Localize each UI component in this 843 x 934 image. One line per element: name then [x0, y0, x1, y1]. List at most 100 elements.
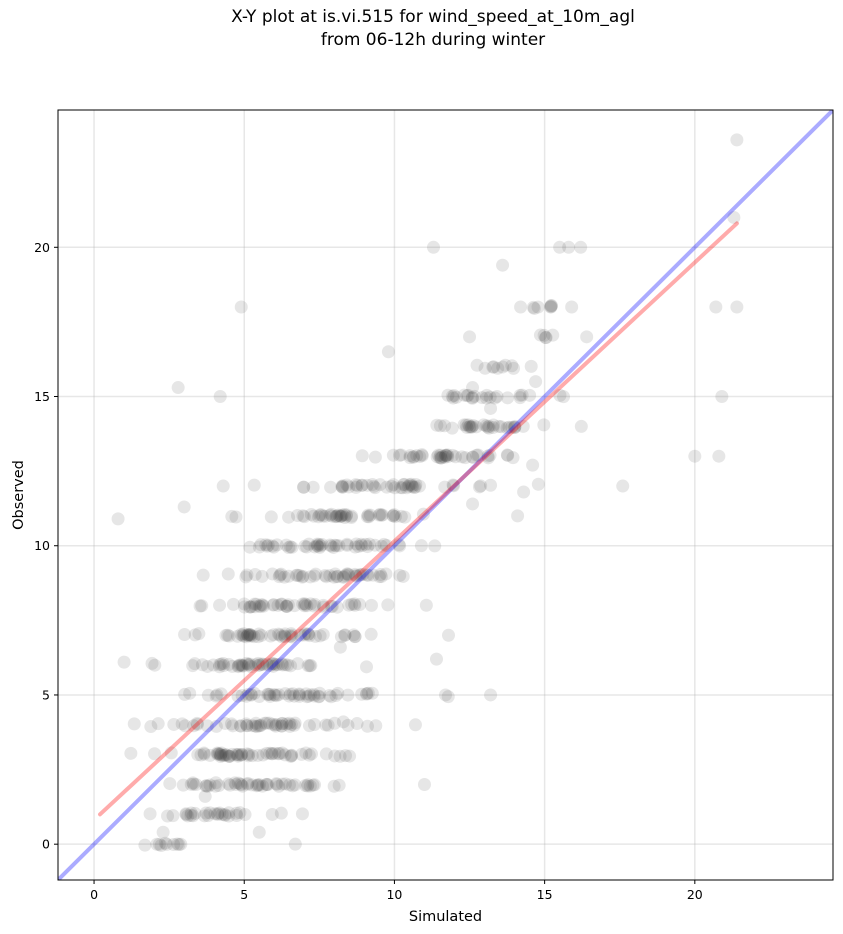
data-point: [500, 421, 514, 435]
data-point: [373, 478, 387, 492]
data-point: [324, 507, 338, 521]
data-point: [278, 777, 292, 791]
data-point: [280, 600, 294, 614]
data-point: [269, 658, 283, 672]
data-point: [210, 688, 224, 702]
data-point: [505, 420, 519, 434]
data-point: [256, 748, 270, 762]
data-point: [283, 687, 297, 701]
data-point: [248, 567, 262, 581]
data-point: [441, 690, 455, 704]
data-point: [269, 719, 283, 733]
x-axis-label: Simulated: [409, 909, 482, 925]
data-point: [430, 450, 444, 464]
data-point: [233, 719, 247, 733]
data-point: [363, 508, 377, 522]
data-point: [360, 478, 374, 492]
data-point: [272, 779, 286, 793]
data-point: [496, 258, 510, 272]
data-point: [347, 597, 361, 611]
data-point: [340, 567, 354, 581]
data-point: [484, 401, 498, 415]
data-point: [355, 449, 369, 463]
data-point: [336, 480, 350, 494]
data-point: [501, 448, 515, 462]
data-point: [343, 749, 357, 763]
data-point: [237, 597, 251, 611]
data-point: [188, 657, 202, 671]
data-point: [291, 568, 305, 582]
data-point: [360, 660, 374, 674]
data-point: [341, 567, 355, 581]
data-point: [355, 687, 369, 701]
data-point: [242, 747, 256, 761]
data-point: [261, 538, 275, 552]
data-point: [341, 688, 355, 702]
data-point: [235, 658, 249, 672]
data-point: [332, 778, 346, 792]
data-point: [315, 538, 329, 552]
data-point: [353, 568, 367, 582]
data-point: [447, 479, 461, 493]
data-point: [463, 420, 477, 434]
data-point: [337, 508, 351, 522]
data-point: [455, 450, 469, 464]
data-point: [229, 806, 243, 820]
data-point: [167, 717, 181, 731]
data-point: [161, 809, 175, 823]
data-point: [368, 450, 382, 464]
data-point: [263, 689, 277, 703]
data-point: [200, 719, 214, 733]
data-point: [283, 719, 297, 733]
data-point: [231, 689, 245, 703]
data-point: [319, 570, 333, 584]
data-point: [307, 509, 321, 523]
data-point: [232, 658, 246, 672]
data-point: [380, 480, 394, 494]
data-point: [222, 749, 236, 763]
data-point: [163, 777, 177, 791]
data-point: [506, 451, 520, 465]
data-point: [279, 538, 293, 552]
data-point: [247, 597, 261, 611]
data-point: [303, 659, 317, 673]
data-point: [251, 778, 265, 792]
data-point: [219, 748, 233, 762]
data-point: [314, 508, 328, 522]
data-point: [255, 657, 269, 671]
data-point: [574, 240, 588, 254]
data-point: [338, 569, 352, 583]
data-point: [323, 689, 337, 703]
data-point: [508, 420, 522, 434]
data-point: [349, 569, 363, 583]
data-point: [441, 388, 455, 402]
data-point: [259, 777, 273, 791]
data-point: [266, 659, 280, 673]
data-point: [511, 509, 525, 523]
data-point: [148, 747, 162, 761]
data-point: [218, 716, 232, 730]
data-point: [377, 537, 391, 551]
data-point: [478, 361, 492, 375]
data-point: [393, 448, 407, 462]
data-point: [150, 837, 164, 851]
data-point: [256, 779, 270, 793]
data-point: [498, 358, 512, 372]
data-point: [293, 568, 307, 582]
data-point: [361, 568, 375, 582]
data-point: [201, 809, 215, 823]
data-point: [301, 627, 315, 641]
data-point: [340, 478, 354, 492]
data-point: [403, 478, 417, 492]
data-point: [307, 687, 321, 701]
data-point: [438, 450, 452, 464]
data-point: [438, 448, 452, 462]
data-point: [483, 448, 497, 462]
data-point: [260, 687, 274, 701]
data-point: [213, 390, 227, 404]
data-point: [171, 381, 185, 395]
data-point: [222, 629, 236, 643]
data-point: [482, 421, 496, 435]
data-point: [501, 391, 515, 405]
data-point: [296, 569, 310, 583]
